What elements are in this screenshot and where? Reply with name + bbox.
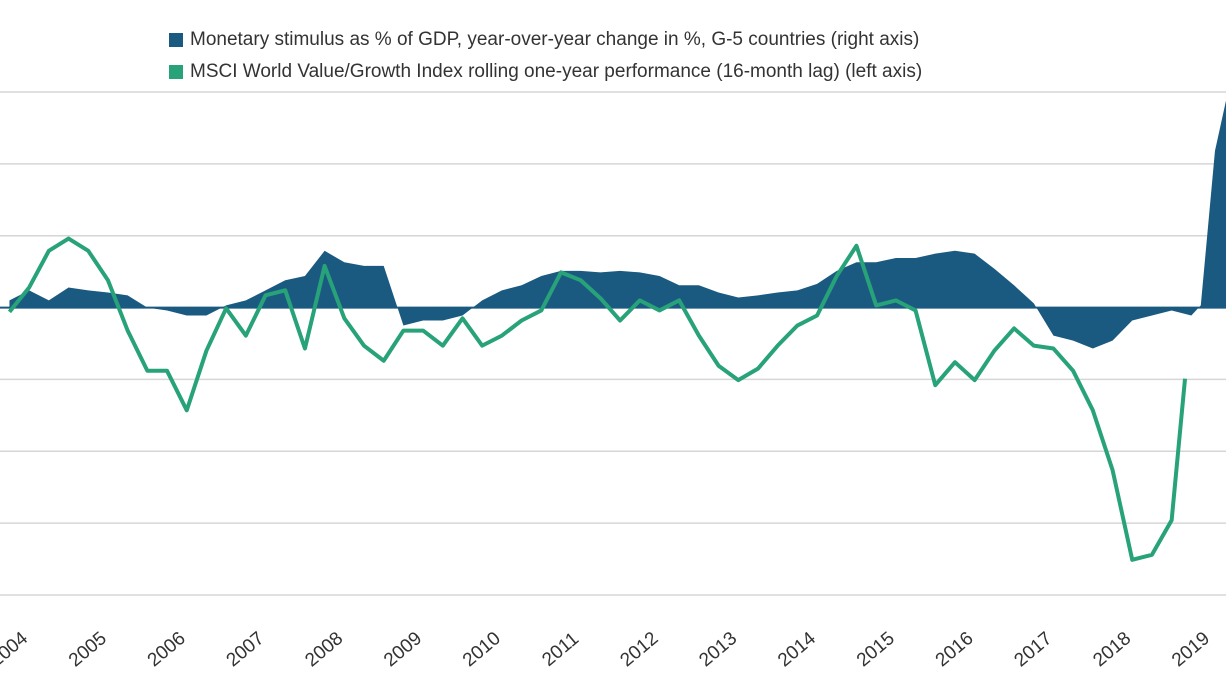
x-tick-label: 2010 [459, 628, 505, 671]
x-tick-label: 2004 [0, 628, 32, 672]
x-tick-label: 2007 [223, 628, 269, 671]
legend-text: MSCI World Value/Growth Index rolling on… [190, 61, 922, 82]
x-tick-label: 2016 [932, 628, 978, 671]
x-tick-label: 2014 [774, 628, 820, 672]
x-tick-label: 2019 [1168, 628, 1214, 671]
x-tick-label: 2018 [1089, 628, 1135, 671]
line [7, 236, 1188, 562]
x-tick-label: 2013 [695, 628, 741, 671]
x-tick-label: 2012 [617, 628, 663, 671]
x-tick-label: 2011 [538, 628, 583, 670]
x-tick-label: 2015 [853, 628, 899, 671]
legend-swatch [169, 65, 183, 79]
x-tick-label: 2017 [1010, 628, 1056, 671]
x-tick-label: 2009 [380, 628, 426, 671]
legend-text: Monetary stimulus as % of GDP, year-over… [190, 29, 919, 50]
area [9, 100, 1226, 349]
x-tick-label: 2005 [65, 628, 111, 671]
x-tick-label: 2008 [301, 628, 347, 671]
legend-swatch [169, 33, 183, 47]
x-tick-label: 2006 [144, 628, 190, 671]
